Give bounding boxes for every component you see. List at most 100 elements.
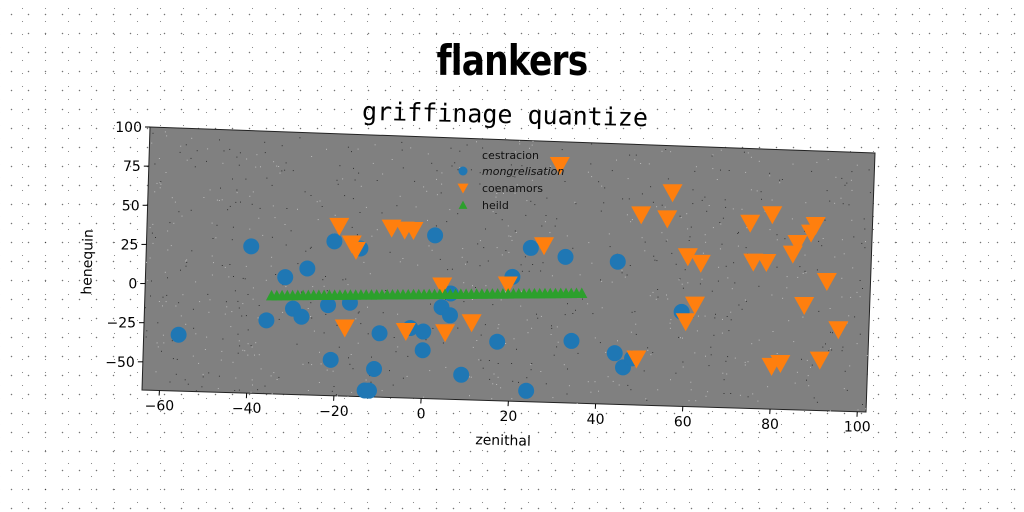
legend-label: heild — [482, 199, 509, 212]
noise-dot — [848, 315, 850, 317]
y-tick-label: −50 — [105, 355, 135, 371]
point-mongrelisation — [518, 382, 535, 399]
noise-dot — [616, 159, 617, 161]
point-mongrelisation — [320, 297, 337, 314]
point-mongrelisation — [258, 312, 275, 329]
y-tick-label: 75 — [123, 159, 141, 175]
noise-dot — [209, 189, 211, 191]
legend-label: mongrelisation — [482, 165, 564, 178]
noise-dot — [173, 222, 175, 224]
noise-dot — [841, 277, 843, 279]
noise-dot — [465, 263, 466, 265]
noise-dot — [534, 157, 536, 159]
noise-dot — [235, 377, 237, 379]
noise-dot — [358, 172, 360, 174]
noise-dot — [661, 232, 663, 234]
noise-dot — [442, 342, 444, 344]
noise-dot — [864, 228, 866, 230]
noise-dot — [758, 339, 760, 341]
noise-dot — [521, 165, 523, 167]
noise-dot — [527, 190, 529, 192]
noise-dot — [376, 180, 378, 181]
noise-dot — [374, 144, 376, 146]
noise-dot — [263, 392, 265, 394]
noise-dot — [307, 390, 309, 391]
noise-dot — [459, 167, 461, 168]
point-mongrelisation — [371, 325, 388, 342]
noise-dot — [552, 397, 554, 399]
noise-dot — [352, 198, 354, 200]
noise-dot — [445, 366, 447, 368]
noise-dot — [358, 311, 360, 313]
noise-dot — [682, 287, 684, 289]
noise-dot — [686, 213, 688, 215]
noise-dot — [234, 390, 236, 391]
noise-dot — [302, 363, 304, 365]
noise-dot — [158, 301, 160, 302]
noise-dot — [652, 352, 654, 353]
noise-dot — [738, 304, 740, 306]
noise-dot — [630, 331, 632, 333]
noise-dot — [617, 340, 618, 342]
noise-dot — [218, 200, 220, 201]
noise-dot — [480, 334, 482, 336]
point-mongrelisation — [322, 351, 339, 368]
noise-dot — [357, 148, 359, 150]
noise-dot — [245, 178, 247, 180]
noise-dot — [661, 204, 663, 206]
noise-dot — [829, 410, 831, 412]
noise-dot — [274, 217, 276, 219]
noise-dot — [488, 360, 490, 361]
noise-dot — [466, 261, 468, 263]
noise-dot — [447, 269, 449, 271]
noise-dot — [842, 203, 844, 205]
noise-dot — [811, 364, 813, 366]
noise-dot — [431, 249, 433, 251]
noise-dot — [744, 299, 746, 301]
legend-marker — [458, 200, 468, 209]
noise-dot — [498, 324, 500, 326]
noise-dot — [410, 147, 412, 149]
noise-dot — [667, 178, 669, 180]
noise-dot — [478, 359, 480, 361]
point-coenamors — [805, 217, 826, 236]
noise-dot — [495, 213, 497, 214]
noise-dot — [275, 274, 277, 275]
x-tick-label: 40 — [587, 412, 605, 428]
noise-dot — [264, 152, 266, 154]
noise-dot — [605, 351, 607, 353]
noise-dot — [519, 143, 521, 145]
noise-dot — [241, 315, 243, 317]
noise-dot — [278, 166, 280, 167]
x-tick-label: 20 — [499, 409, 517, 425]
point-coenamors — [677, 248, 698, 267]
noise-dot — [722, 217, 724, 219]
noise-dot — [501, 219, 503, 221]
noise-dot — [806, 379, 807, 381]
point-mongrelisation — [427, 227, 444, 244]
noise-dot — [347, 284, 349, 286]
noise-dot — [850, 296, 852, 298]
noise-dot — [692, 189, 694, 191]
noise-dot — [630, 389, 632, 391]
noise-dot — [706, 210, 708, 212]
noise-dot — [712, 168, 714, 170]
noise-dot — [807, 375, 809, 377]
noise-dot — [695, 400, 697, 402]
noise-dot — [708, 205, 710, 206]
noise-dot — [818, 240, 820, 242]
noise-dot — [696, 330, 698, 332]
noise-dot — [788, 320, 790, 322]
noise-dot — [650, 186, 652, 188]
noise-dot — [211, 255, 213, 257]
noise-dot — [704, 234, 706, 236]
noise-dot — [331, 390, 333, 392]
noise-dot — [582, 298, 583, 300]
noise-dot — [278, 376, 280, 378]
noise-dot — [157, 322, 159, 324]
noise-dot — [491, 398, 493, 400]
noise-dot — [692, 203, 694, 205]
noise-dot — [198, 362, 200, 364]
point-mongrelisation — [609, 253, 626, 270]
noise-dot — [147, 279, 149, 281]
